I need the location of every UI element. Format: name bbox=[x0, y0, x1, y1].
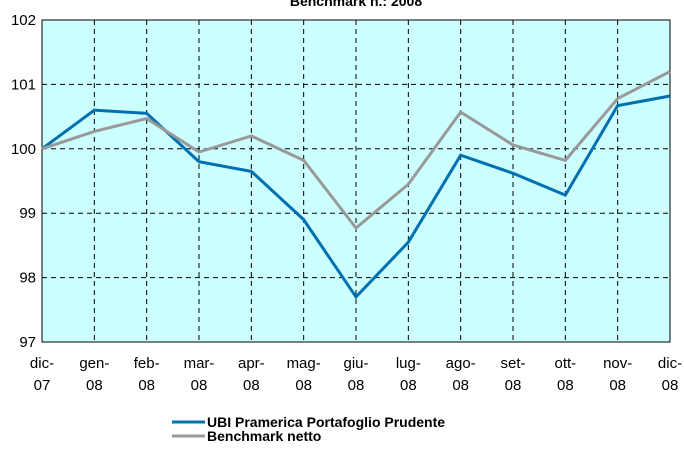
x-tick-label: apr-08 bbox=[238, 355, 265, 394]
x-tick-label: dic-08 bbox=[658, 355, 682, 394]
legend-label: Benchmark netto bbox=[207, 428, 321, 444]
y-tick-label: 99 bbox=[19, 205, 36, 222]
series-line bbox=[41, 70, 671, 231]
y-tick-label: 100 bbox=[11, 141, 36, 158]
x-tick-label: giu-08 bbox=[343, 355, 368, 394]
x-tick-label: lug-08 bbox=[396, 355, 421, 394]
plot-area bbox=[41, 19, 671, 343]
x-tick-label: feb-08 bbox=[134, 355, 160, 394]
y-tick-label: 97 bbox=[19, 334, 36, 351]
x-tick-label: mar-08 bbox=[184, 355, 215, 394]
x-tick-label: gen-08 bbox=[79, 355, 109, 394]
chart-title: Benchmark n.: 2008 bbox=[290, 0, 422, 9]
x-tick-label: dic-07 bbox=[30, 355, 54, 394]
x-tick-label: nov-08 bbox=[603, 355, 632, 394]
legend-label: UBI Pramerica Portafoglio Prudente bbox=[207, 414, 445, 430]
x-tick-label: ott-08 bbox=[554, 355, 576, 394]
x-tick-label: set-08 bbox=[500, 355, 525, 394]
y-tick-label: 101 bbox=[11, 76, 36, 93]
x-tick-label: mag-08 bbox=[287, 355, 321, 394]
series-line bbox=[41, 94, 671, 300]
y-tick-label: 98 bbox=[19, 270, 36, 287]
x-tick-label: ago-08 bbox=[446, 355, 476, 394]
y-tick-label: 102 bbox=[11, 12, 36, 29]
